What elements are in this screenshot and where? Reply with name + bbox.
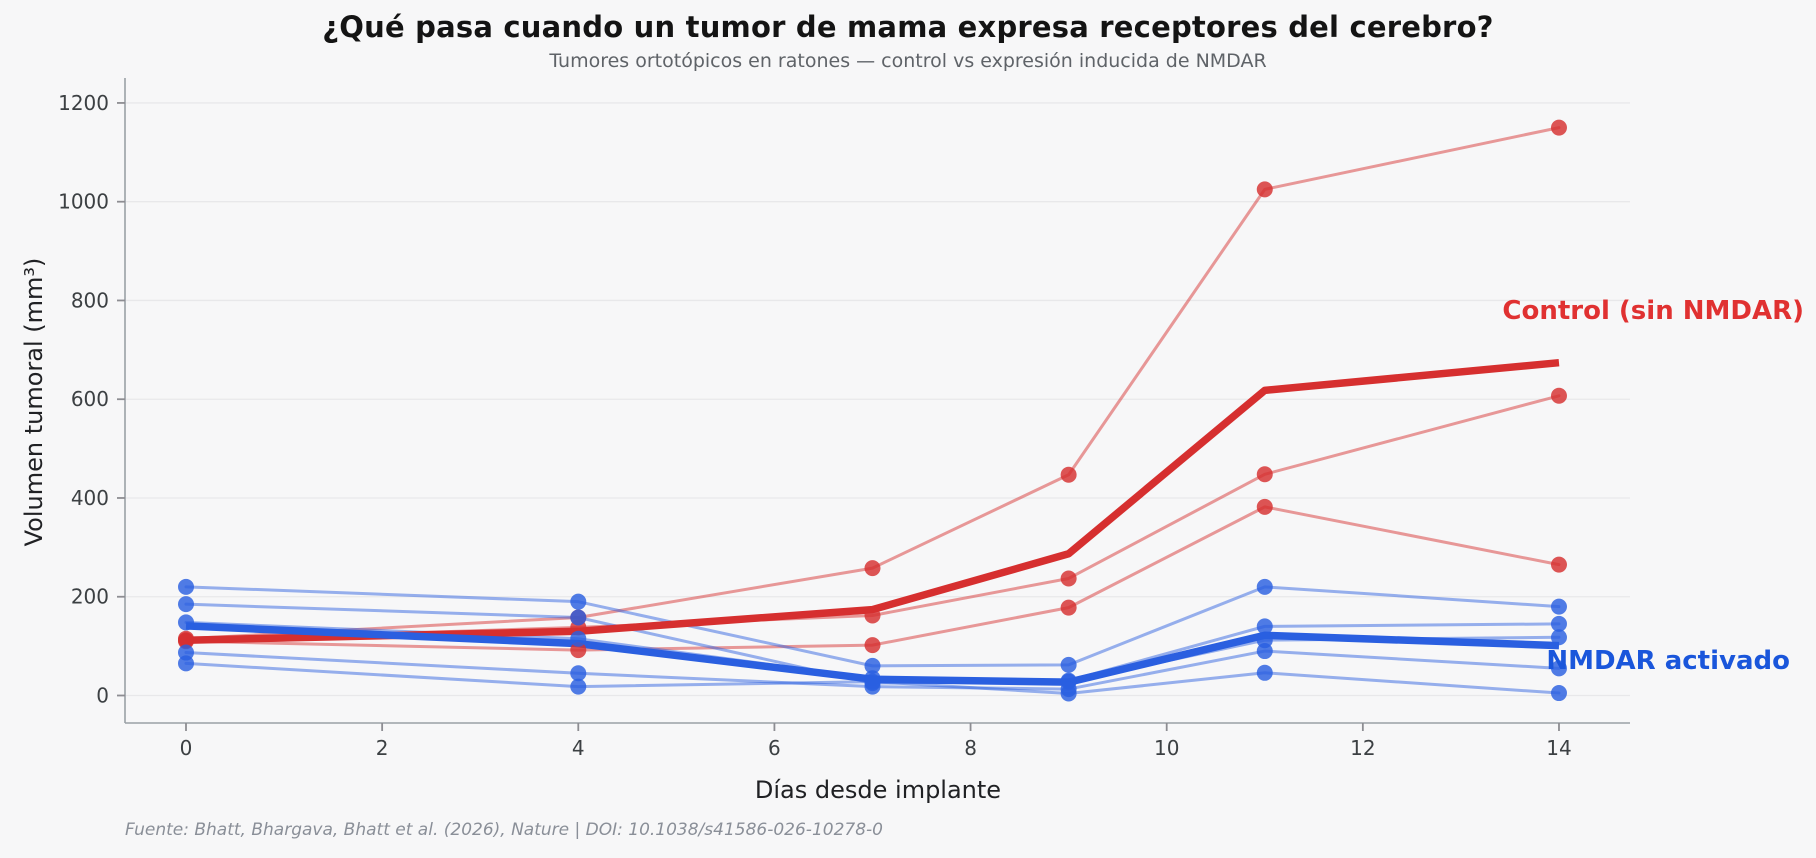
control-group-label: Control (sin NMDAR) — [1502, 296, 1804, 326]
source-citation: Fuente: Bhatt, Bhargava, Bhatt et al. (2… — [125, 820, 883, 840]
nmdar-data-point — [1060, 685, 1077, 702]
nmdar-data-point — [1550, 660, 1567, 677]
chart-subtitle: Tumores ortotópicos en ratones — control… — [549, 50, 1267, 72]
control-data-point — [1256, 466, 1273, 483]
control-data-point — [1060, 466, 1077, 483]
nmdar-data-point — [178, 614, 194, 631]
control-data-point — [1060, 599, 1077, 616]
x-tick-label: 6 — [768, 736, 781, 760]
control-data-point — [1256, 181, 1273, 198]
nmdar-data-point — [1060, 656, 1077, 673]
y-axis-label: Volumen tumoral (mm³) — [20, 257, 48, 547]
nmdar-data-point — [864, 657, 881, 674]
nmdar-data-point — [1550, 598, 1567, 615]
control-mean-line — [185, 358, 1560, 644]
control-mouse-line — [184, 126, 1561, 641]
control-data-point — [1550, 556, 1567, 573]
control-mouse-line — [184, 394, 1561, 642]
x-tick-label: 12 — [1350, 736, 1375, 760]
control-data-point — [1550, 119, 1567, 136]
x-tick-label: 4 — [572, 736, 585, 760]
nmdar-data-point — [1256, 578, 1273, 595]
nmdar-data-point — [1550, 629, 1567, 646]
control-data-point — [570, 642, 587, 659]
x-axis-label: Días desde implante — [754, 776, 1002, 804]
x-tick-label: 10 — [1154, 736, 1179, 760]
page-title: ¿Qué pasa cuando un tumor de mama expres… — [322, 10, 1494, 44]
control-mouse-line — [184, 505, 1561, 652]
x-tick-label: 2 — [376, 736, 389, 760]
control-data-point — [1256, 498, 1273, 515]
nmdar-data-point — [178, 578, 194, 595]
nmdar-data-point — [1256, 643, 1273, 660]
nmdar-group-label: NMDAR activado — [1546, 646, 1790, 676]
nmdar-data-point — [570, 678, 587, 695]
y-tick-label: 600 — [71, 387, 109, 411]
nmdar-data-point — [570, 609, 587, 626]
nmdar-data-point — [570, 593, 587, 610]
control-data-point — [864, 560, 881, 577]
control-data-point — [864, 607, 881, 624]
nmdar-data-point — [1550, 685, 1567, 702]
nmdar-mean-line — [185, 622, 1560, 686]
nmdar-data-point — [178, 655, 194, 672]
y-tick-label: 400 — [71, 486, 109, 510]
nmdar-data-point — [1256, 618, 1273, 635]
nmdar-data-point — [1256, 664, 1273, 681]
nmdar-data-point — [1550, 615, 1567, 632]
x-tick-label: 8 — [964, 736, 977, 760]
y-tick-label: 800 — [71, 288, 109, 312]
y-tick-label: 0 — [96, 684, 109, 708]
x-tick-label: 0 — [180, 736, 193, 760]
control-data-point — [1060, 570, 1077, 587]
nmdar-mouse-line — [184, 649, 1561, 691]
nmdar-data-point — [864, 673, 881, 690]
control-data-point — [178, 633, 194, 650]
nmdar-mouse-line — [184, 661, 1561, 696]
nmdar-data-point — [570, 630, 587, 647]
nmdar-mouse-line — [184, 585, 1561, 668]
y-tick-label: 1200 — [58, 91, 109, 115]
control-data-point — [1550, 387, 1567, 404]
nmdar-data-point — [570, 665, 587, 682]
nmdar-data-point — [178, 596, 194, 613]
control-data-point — [864, 637, 881, 654]
y-tick-label: 1000 — [58, 190, 109, 214]
x-tick-label: 14 — [1546, 736, 1571, 760]
y-tick-label: 200 — [71, 585, 109, 609]
